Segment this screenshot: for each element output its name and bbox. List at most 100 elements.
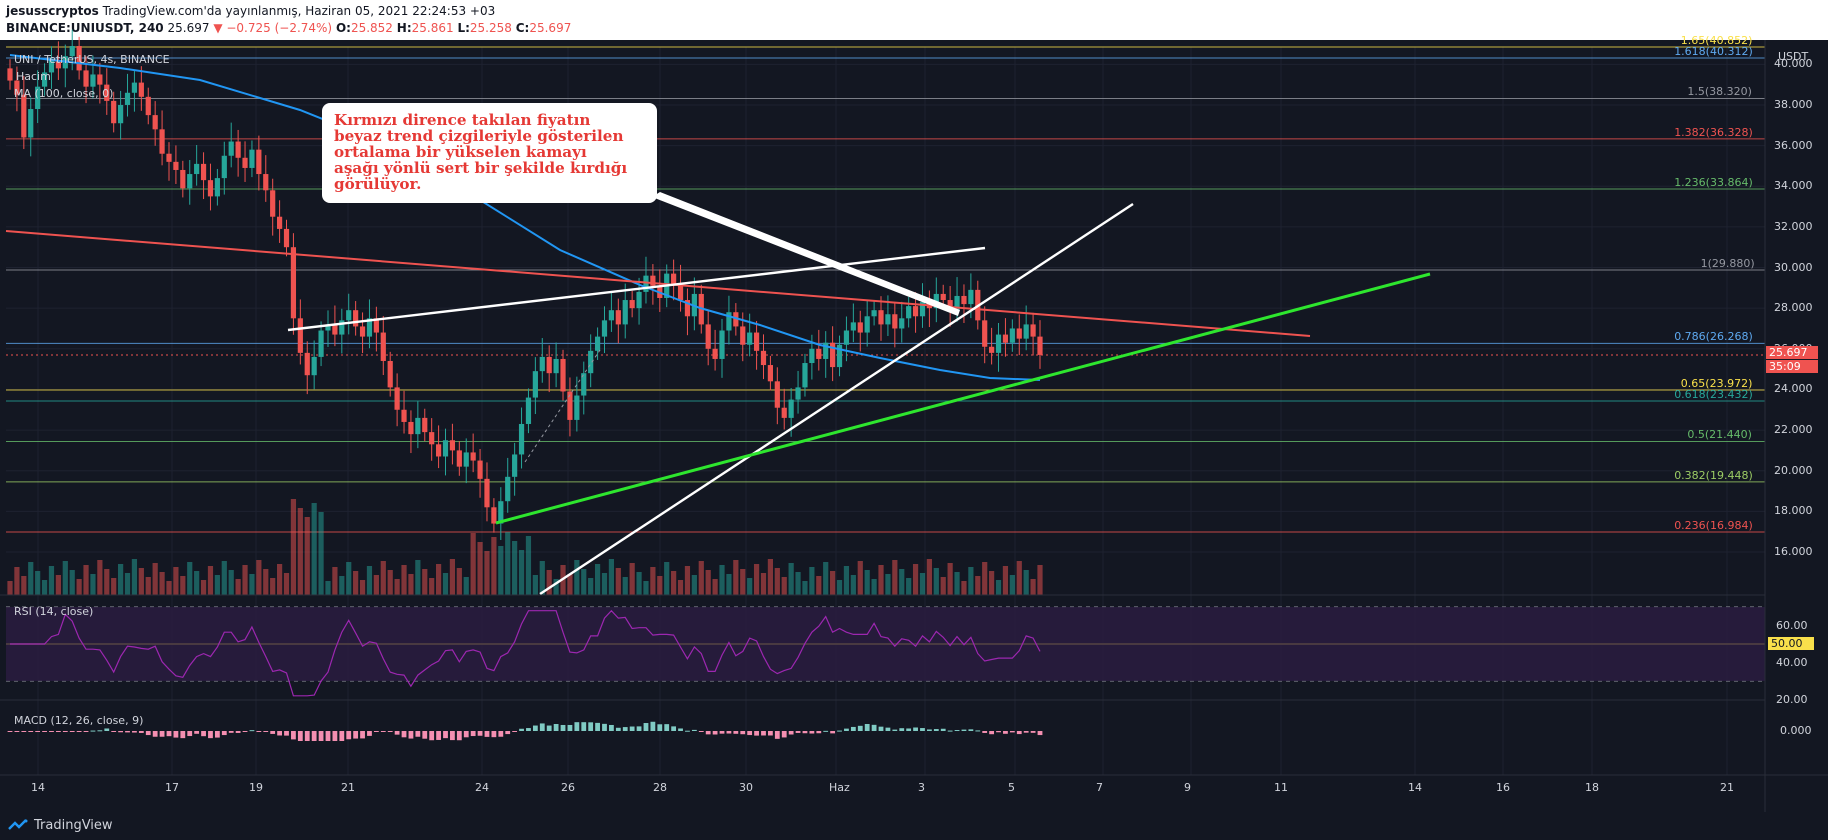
annotation-line: aşağı yönlü sert bir şekilde kırdığı <box>334 159 628 177</box>
date-tick: 3 <box>918 781 925 794</box>
price-tick: 16.000 <box>1774 545 1813 558</box>
fibonacci-levels <box>6 46 1765 533</box>
candle-body <box>864 316 870 333</box>
annotation-pointer <box>652 192 960 316</box>
volume-bar <box>449 559 456 595</box>
macd-bar <box>657 724 663 731</box>
candle-body <box>249 149 255 168</box>
candle-body <box>989 346 995 353</box>
candle-body <box>560 358 566 392</box>
legend-volume[interactable]: Hacim <box>16 70 51 83</box>
macd-bar <box>152 731 158 737</box>
legend-macd[interactable]: MACD (12, 26, close, 9) <box>14 714 144 727</box>
open-value: 25.852 <box>350 21 393 35</box>
fib-level-label: 0.786(26.268) <box>1674 330 1753 344</box>
macd-bar <box>726 731 732 734</box>
volume-bar <box>97 560 103 595</box>
volume-bar <box>346 562 352 595</box>
volume-bar <box>256 560 262 595</box>
volume-bar <box>857 561 863 595</box>
candle-body <box>228 141 234 156</box>
volume-bar <box>69 570 75 595</box>
volume-bar <box>989 571 995 595</box>
candle-body <box>394 387 400 410</box>
volume-bar <box>843 566 850 595</box>
macd-bar <box>353 731 359 739</box>
low-value: 25.258 <box>469 21 512 35</box>
volume-bar <box>55 575 61 595</box>
volume-bar <box>62 561 68 595</box>
candle-body <box>83 70 89 87</box>
volume-bar <box>650 567 656 595</box>
annotation-callout[interactable]: Kırmızı dirence takılan fiyatın beyaz tr… <box>322 103 657 203</box>
candle-body <box>145 96 151 116</box>
date-tick: 26 <box>561 781 575 794</box>
volume-bar <box>871 579 877 595</box>
candle-body <box>69 46 75 57</box>
candle-body <box>131 82 138 93</box>
annotation-line: ortalama bir yükselen kamayı <box>334 143 587 161</box>
candle-body <box>263 174 269 191</box>
legend-rsi[interactable]: RSI (14, close) <box>14 605 94 618</box>
volume-bar <box>276 564 283 595</box>
candle-body <box>505 476 511 502</box>
fib-level-label: 1.5(38.320) <box>1687 85 1752 99</box>
candle-body <box>795 387 801 400</box>
chart-canvas[interactable] <box>0 0 1828 812</box>
legend-pair[interactable]: UNI / TetherUS, 4s, BINANCE <box>14 53 170 66</box>
candle-body <box>207 180 214 197</box>
candle-body <box>339 320 345 335</box>
symbol-label[interactable]: BINANCE:UNIUSDT, 240 <box>6 21 164 35</box>
volume-bar <box>380 561 386 595</box>
macd-bar <box>132 731 137 733</box>
candle-body <box>802 363 808 388</box>
volume-bar <box>35 571 41 595</box>
candle-body <box>760 350 767 366</box>
macd-bar <box>187 731 193 737</box>
candle-body <box>111 100 117 124</box>
macd-bar <box>671 726 677 731</box>
candle-body <box>152 115 158 130</box>
volume-bar <box>159 572 165 595</box>
candle-body <box>28 109 34 138</box>
candle-body <box>366 318 373 337</box>
macd-bar <box>42 731 47 732</box>
candle-body <box>242 157 248 168</box>
macd-bar <box>1016 731 1022 735</box>
macd-bar <box>574 722 580 731</box>
fib-level-label: 1.236(33.864) <box>1674 175 1753 189</box>
tradingview-logo[interactable]: TradingView <box>8 818 113 833</box>
volume-bar <box>954 572 960 595</box>
macd-bar <box>76 731 82 732</box>
macd-bar <box>277 731 282 736</box>
candle-body <box>484 478 490 508</box>
macd-bar <box>664 724 670 731</box>
volume-bar <box>152 563 158 595</box>
author-name[interactable]: jesusscryptos <box>6 4 99 18</box>
candle-body <box>512 454 518 477</box>
date-tick: 7 <box>1096 781 1103 794</box>
candle-body <box>200 163 207 181</box>
macd-bar <box>166 731 172 737</box>
candle-body <box>525 397 532 424</box>
volume-bar <box>21 576 27 595</box>
candle-body <box>332 324 338 335</box>
volume-bar <box>747 578 753 595</box>
candle-body <box>912 306 919 317</box>
date-tick: 9 <box>1184 781 1191 794</box>
macd-bar <box>546 725 552 731</box>
legend-ma[interactable]: MA (100, close, 0) <box>14 87 114 100</box>
macd-bar <box>505 731 511 735</box>
macd-bar <box>754 731 759 736</box>
volume-bar <box>781 577 787 595</box>
candle-body <box>1002 334 1009 343</box>
volume-bar <box>353 571 359 595</box>
macd-bar <box>373 731 379 732</box>
volume-bar <box>753 564 760 595</box>
macd-bar <box>830 731 836 734</box>
candle-body <box>283 228 290 248</box>
price-tick: 20.000 <box>1774 463 1813 477</box>
volume-bar <box>83 565 89 595</box>
macd-bar <box>850 726 856 731</box>
macd-bar <box>422 731 428 739</box>
